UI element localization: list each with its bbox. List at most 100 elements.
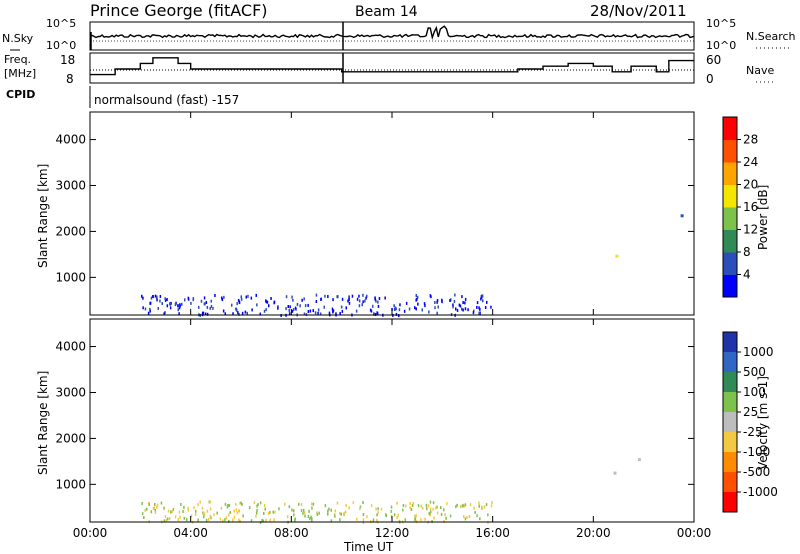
noise-cell — [396, 501, 398, 505]
noise-cell — [183, 516, 186, 520]
noise-cell — [377, 511, 379, 515]
noise-cell — [229, 510, 231, 514]
noise-cell — [456, 503, 458, 507]
noise-cell — [479, 517, 481, 521]
noise-cell — [154, 294, 157, 298]
noise-cell — [270, 297, 272, 300]
noise-cell — [187, 506, 189, 510]
noise-cell — [204, 312, 207, 316]
time-axis-label: Time UT — [343, 540, 394, 554]
noise-cell — [154, 511, 157, 514]
noise-cell — [436, 311, 438, 315]
x-tick-label: 00:00 — [677, 526, 712, 540]
noise-cell — [344, 510, 347, 514]
noise-cell — [165, 518, 167, 522]
noise-cell — [161, 302, 163, 305]
noise-cell — [238, 312, 240, 316]
noise-cell — [403, 309, 406, 313]
noise-cell — [421, 308, 423, 312]
noise-cell — [307, 515, 310, 518]
noise-cell — [221, 296, 223, 300]
velocity-colorbar-swatch — [723, 492, 737, 513]
noise-cell — [179, 515, 181, 519]
noise-cell — [304, 514, 306, 518]
noise-cell — [206, 305, 209, 309]
velocity-colorbar-swatch — [723, 352, 737, 373]
data-cell — [680, 214, 684, 218]
noise-cell — [461, 295, 463, 299]
noise-cell — [361, 303, 363, 307]
velocity-colorbar-label: Velocity [m s-1] — [756, 376, 770, 470]
noise-cell — [197, 503, 199, 507]
noise-cell — [294, 306, 297, 310]
noise-cell — [440, 506, 442, 510]
noise-cell — [399, 303, 401, 307]
noise-cell — [181, 302, 183, 306]
noise-cell — [339, 518, 341, 522]
noise-cell — [452, 303, 454, 307]
y-tick-label: 2000 — [55, 224, 86, 238]
noise-cell — [231, 303, 233, 307]
noise-cell — [203, 515, 205, 519]
noise-cell — [436, 505, 438, 509]
noise-cell — [294, 519, 296, 522]
noise-cell — [429, 510, 432, 514]
noise-cell — [375, 299, 377, 303]
noise-cell — [148, 503, 150, 506]
noise-cell — [142, 306, 144, 310]
noise-cell — [377, 507, 379, 511]
noise-cell — [315, 293, 318, 297]
noise-cell — [362, 501, 364, 504]
noise-cell — [245, 295, 247, 299]
noise-cell — [164, 515, 167, 518]
noise-cell — [395, 312, 398, 316]
noise-cell — [359, 505, 362, 509]
noise-cell — [206, 509, 209, 513]
noise-cell — [464, 517, 467, 521]
power-colorbar-swatch — [723, 184, 737, 208]
noise-cell — [428, 512, 430, 516]
noise-cell — [285, 295, 288, 299]
noise-cell — [464, 301, 466, 305]
noise-cell — [228, 513, 230, 517]
noise-cell — [186, 518, 188, 522]
velocity-colorbar-swatch — [723, 452, 737, 473]
noise-cell — [323, 305, 325, 309]
noise-cell — [327, 295, 329, 298]
power-y-ticks: 1000 2000 3000 4000 — [55, 133, 694, 284]
noise-cell — [473, 506, 475, 510]
velocity-colorbar-tick-label: -100 — [743, 445, 770, 459]
noise-cell — [358, 304, 361, 308]
noise-cell — [150, 510, 153, 514]
noise-cell — [415, 294, 417, 297]
noise-cell — [177, 304, 179, 308]
noise-cell — [331, 307, 334, 311]
noise-cell — [291, 508, 293, 512]
noise-cell — [178, 306, 181, 310]
noise-cell — [164, 311, 166, 315]
noise-cell — [264, 507, 266, 511]
noise-cell — [205, 301, 208, 304]
noise-cell — [436, 511, 439, 515]
noise-cell — [203, 302, 206, 306]
y-tick-label: 1000 — [55, 270, 86, 284]
noise-cell — [476, 301, 479, 305]
noise-cell — [421, 506, 424, 510]
noise-cell — [462, 308, 464, 312]
noise-cell — [251, 308, 253, 312]
power-colorbar: 4 8 12 16 20 24 28 — [722, 116, 758, 298]
noise-cell — [256, 508, 258, 512]
noise-cell — [450, 298, 452, 302]
noise-cell — [417, 302, 419, 306]
x-tick-label: 20:00 — [576, 526, 611, 540]
power-colorbar-swatch — [723, 252, 737, 275]
noise-cell — [310, 515, 312, 519]
noise-cell — [163, 519, 166, 523]
power-colorbar-tick-label: 12 — [743, 223, 758, 237]
noise-cell — [362, 518, 365, 522]
noise-cell — [455, 307, 457, 311]
noise-cell — [309, 309, 312, 313]
noise-cell — [416, 297, 418, 301]
noise-cell — [336, 501, 339, 505]
noise-cell — [233, 509, 235, 513]
